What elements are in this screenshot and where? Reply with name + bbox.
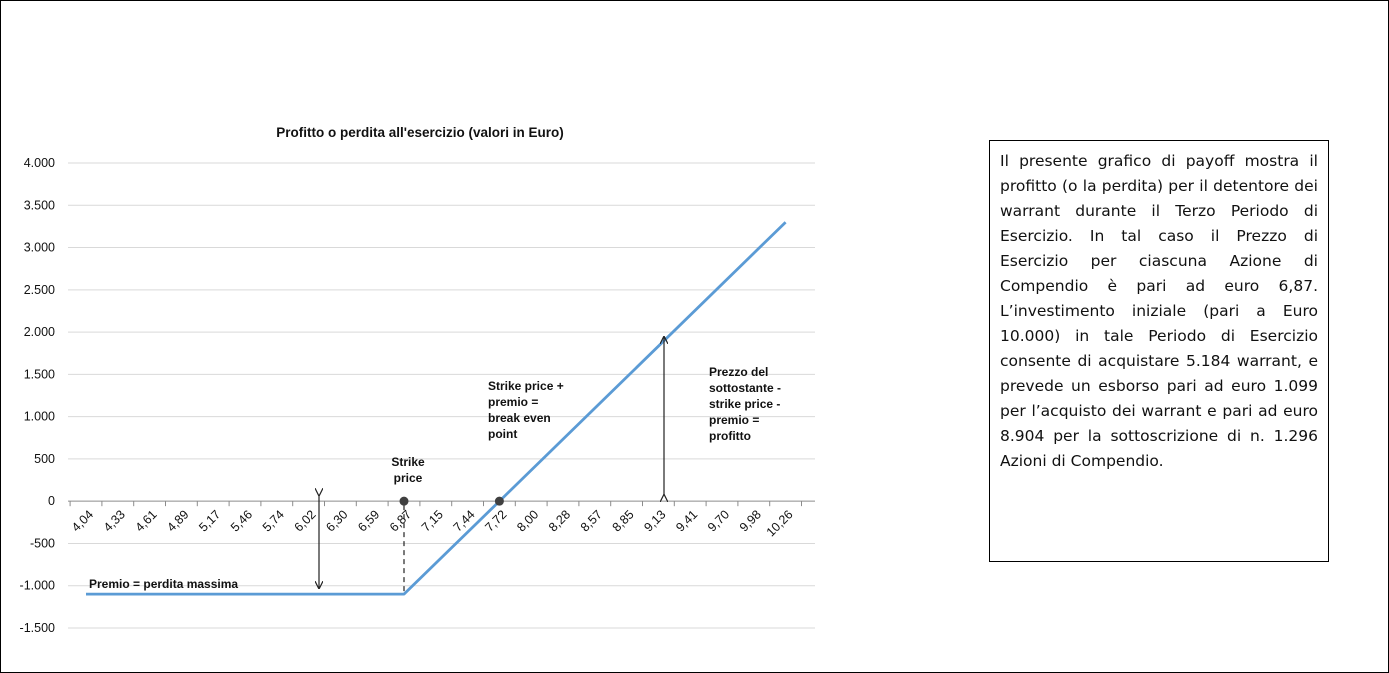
annotation-label: Premio = perdita massima — [89, 577, 238, 591]
x-tick-labels: 4,04 4,33 4,61 4,89 5,17 5,46 5,74 6,02 6,30 6,59… — [69, 507, 796, 539]
x-tick-label: 9,41 — [673, 507, 700, 534]
y-tick-label: 0 — [48, 494, 55, 508]
x-tick-label: 5,46 — [228, 507, 255, 534]
annotation-arrows — [319, 337, 664, 593]
y-tick-label: -500 — [30, 536, 55, 550]
x-axis — [68, 500, 815, 507]
x-tick-label: 6,59 — [355, 507, 382, 534]
x-tick-label: 5,17 — [196, 507, 223, 534]
x-tick-label: 7,44 — [451, 507, 478, 534]
x-tick-label: 4,04 — [69, 507, 96, 534]
y-tick-label: -1.000 — [20, 579, 55, 593]
annotation-line: Premio = perdita massima — [89, 577, 238, 591]
point-marker — [494, 496, 504, 506]
annotation-line: Strike price + — [488, 379, 564, 393]
x-tick-label: 4,89 — [164, 507, 191, 534]
y-tick-label: 1.500 — [24, 367, 55, 381]
annotation-line: price — [394, 471, 423, 485]
payoff-chart: Profitto o perdita all'esercizio (valori… — [20, 125, 815, 635]
y-tick-labels: 4.000 3.500 3.000 2.500 2.000 1.500 1.000 500 0 -… — [20, 156, 56, 635]
y-tick-label: 1.000 — [24, 410, 55, 424]
annotation-line: Strike — [391, 455, 425, 469]
x-tick-label: 9,13 — [641, 507, 668, 534]
annotation-label: Strike price + premio = break even point — [488, 379, 564, 441]
chart-title: Profitto o perdita all'esercizio (valori… — [276, 125, 564, 140]
x-tick-label: 4,33 — [101, 507, 128, 534]
y-tick-label: 2.500 — [24, 283, 55, 297]
annotation-line: Prezzo del — [709, 365, 768, 379]
annotation-line: point — [488, 427, 517, 441]
y-tick-label: 4.000 — [24, 156, 55, 170]
y-tick-label: 500 — [34, 452, 55, 466]
x-tick-label: 9,70 — [705, 507, 732, 534]
description-text: Il presente grafico di payoff mostra il … — [1000, 152, 1318, 470]
x-tick-label: 8,85 — [610, 507, 637, 534]
x-tick-label: 6,30 — [323, 507, 350, 534]
markers — [399, 496, 504, 506]
annotation-line: break even — [488, 411, 551, 425]
annotation-line: premio = — [709, 413, 759, 427]
x-tick-label: 10,26 — [764, 507, 796, 539]
annotation-line: profitto — [709, 429, 751, 443]
x-tick-label: 4,61 — [133, 507, 160, 534]
point-marker — [399, 496, 409, 506]
y-tick-label: 2.000 — [24, 325, 55, 339]
x-tick-label: 8,28 — [546, 507, 573, 534]
x-tick-label: 6,02 — [292, 507, 319, 534]
x-tick-label: 8,57 — [578, 507, 605, 534]
x-tick-label: 9,98 — [737, 507, 764, 534]
y-tick-label: 3.000 — [24, 241, 55, 255]
x-tick-label: 7,15 — [419, 507, 446, 534]
x-tick-label: 6,87 — [387, 507, 414, 534]
payoff-line — [86, 221, 787, 596]
annotation-line: strike price - — [709, 397, 780, 411]
annotation-label: Strike price — [391, 455, 425, 485]
description-textbox: Il presente grafico di payoff mostra il … — [989, 140, 1329, 562]
y-tick-label: -1.500 — [20, 621, 55, 635]
x-tick-label: 5,74 — [260, 507, 287, 534]
annotation-label: Prezzo del sottostante - strike price - pre… — [709, 365, 781, 443]
x-tick-label: 8,00 — [514, 507, 541, 534]
series — [86, 221, 787, 596]
y-tick-label: 3.500 — [24, 198, 55, 212]
annotation-line: sottostante - — [709, 381, 781, 395]
x-tick-label: 7,72 — [482, 507, 509, 534]
gridlines — [68, 162, 815, 629]
annotation-line: premio = — [488, 395, 538, 409]
